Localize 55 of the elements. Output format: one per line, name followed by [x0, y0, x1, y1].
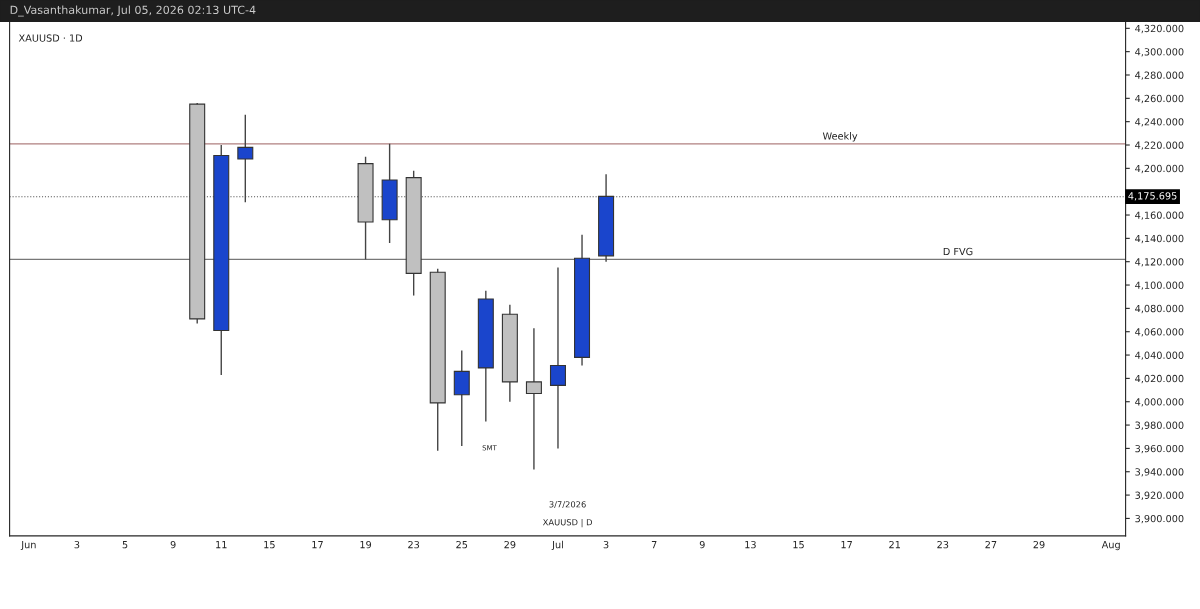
- y-tick-label: 4,220.000: [1135, 141, 1184, 150]
- annotation: XAUUSD | D: [542, 518, 593, 528]
- y-tick-label: 4,320.000: [1135, 24, 1184, 34]
- x-tick-label: 29: [1033, 540, 1045, 549]
- annotation: 3/7/2026: [549, 501, 586, 509]
- x-tick-label: Jun: [20, 541, 36, 551]
- x-tick-label: 7: [651, 541, 657, 549]
- x-tick-label: 9: [170, 540, 176, 549]
- y-tick-label: 4,160.000: [1135, 211, 1184, 220]
- x-tick-label: 9: [699, 540, 705, 549]
- x-tick-label: Aug: [1101, 541, 1120, 551]
- x-tick-label: 17: [312, 541, 323, 549]
- y-tick-label: 3,940.000: [1135, 468, 1184, 477]
- y-tick-label: 4,100.000: [1135, 281, 1184, 290]
- y-tick-label: 4,060.000: [1135, 328, 1184, 337]
- candlestick: [237, 113, 254, 203]
- x-tick-label: 17: [841, 541, 852, 549]
- x-tick-label: 15: [264, 541, 275, 549]
- text: XAUUSD · 1D: [18, 34, 83, 42]
- x-tick-label: 29: [504, 540, 516, 549]
- y-tick-label: 3,960.000: [1135, 444, 1184, 454]
- candlestick: [549, 266, 566, 450]
- y-tick-label: 3,920.000: [1135, 491, 1184, 500]
- x-tick-label: 23: [408, 540, 420, 549]
- ref-line-label: Weekly: [822, 132, 858, 142]
- x-tick-label: 15: [793, 541, 804, 549]
- ref-line-label: 4,175.695: [1128, 192, 1177, 201]
- candlestick: [525, 327, 542, 471]
- y-tick-label: 4,260.000: [1135, 94, 1184, 104]
- y-tick-label: 4,000.000: [1135, 398, 1184, 407]
- candlestick: [453, 349, 470, 447]
- y-tick-label: 3,900.000: [1135, 514, 1184, 524]
- x-tick-label: 11: [216, 541, 227, 549]
- y-tick-label: 4,140.000: [1135, 234, 1184, 244]
- y-tick-label: 4,300.000: [1135, 48, 1184, 57]
- x-tick-label: 3: [74, 540, 80, 549]
- x-tick-label: 13: [745, 540, 756, 549]
- x-tick-label: 25: [456, 540, 468, 549]
- y-tick-label: 4,280.000: [1135, 71, 1184, 80]
- chart-subtitle: D_Vasanthakumar, Jul 05, 2026 02:13 UTC-4: [10, 5, 256, 17]
- x-tick-label: 3: [603, 540, 609, 549]
- x-tick-label: 5: [122, 541, 128, 549]
- x-tick-label: Jul: [551, 540, 563, 551]
- y-tick-label: 4,240.000: [1135, 118, 1184, 127]
- x-tick-label: 27: [985, 540, 997, 549]
- y-tick-label: 4,040.000: [1135, 351, 1184, 360]
- ref-line-label: D FVG: [943, 247, 973, 256]
- y-tick-label: 3,980.000: [1135, 421, 1184, 430]
- x-tick-label: 19: [360, 540, 372, 549]
- y-tick-label: 4,200.000: [1135, 164, 1184, 174]
- y-tick-label: 4,120.000: [1135, 258, 1184, 267]
- x-tick-label: 21: [889, 540, 900, 549]
- y-tick-label: 4,020.000: [1135, 374, 1184, 384]
- y-tick-label: 4,080.000: [1135, 304, 1184, 314]
- x-tick-label: 23: [937, 540, 949, 549]
